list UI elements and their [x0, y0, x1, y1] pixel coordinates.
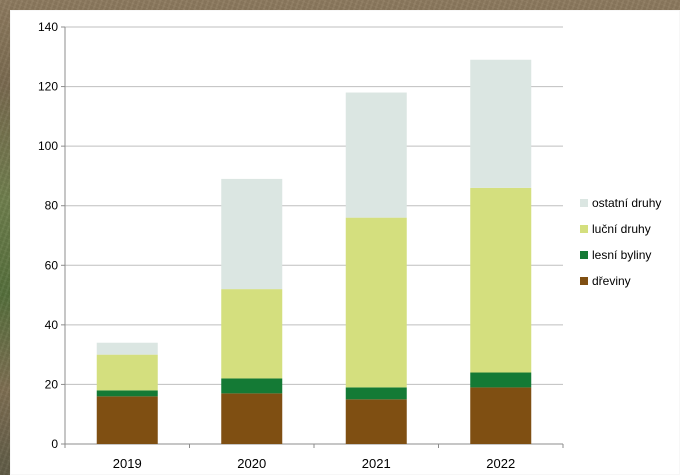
x-tick-label-2022: 2022	[486, 456, 515, 471]
y-tick-label-100: 100	[38, 139, 58, 153]
y-tick-label-120: 120	[38, 80, 58, 94]
bar-2021-lesní byliny	[345, 387, 407, 400]
bar-2022-lesní byliny	[470, 372, 532, 388]
bar-2020-luční druhy	[221, 289, 283, 379]
bar-2019-luční druhy	[96, 354, 158, 391]
bars-layer	[96, 59, 532, 444]
legend-label-ostatní druhy: ostatní druhy	[592, 196, 661, 210]
x-tick-label-2019: 2019	[113, 456, 142, 471]
axis-layer: 0 20 40 60 80 100 120 140 2019 2020 2021 2022	[38, 20, 564, 471]
x-tick-label-2020: 2020	[237, 456, 266, 471]
legend-swatch-ostatní druhy	[580, 199, 588, 207]
y-tick-label-80: 80	[45, 199, 59, 213]
y-tick-label-20: 20	[45, 377, 59, 391]
bar-2020-dřeviny	[221, 393, 283, 444]
chart-panel: 0 20 40 60 80 100 120 140 2019 2020 2021 2022 ostat…	[10, 10, 680, 475]
legend-swatch-luční druhy	[580, 225, 588, 233]
legend-label-dřeviny: dřeviny	[592, 274, 631, 288]
bar-2019-dřeviny	[96, 396, 158, 444]
legend: ostatní druhy luční druhy lesní byliny dřev…	[580, 196, 661, 288]
bar-2022-dřeviny	[470, 387, 532, 444]
legend-swatch-dřeviny	[580, 277, 588, 285]
bar-2021-luční druhy	[345, 217, 407, 388]
bar-2021-ostatní druhy	[345, 92, 407, 218]
bar-2022-luční druhy	[470, 187, 532, 373]
bar-2020-lesní byliny	[221, 378, 283, 394]
bar-2020-ostatní druhy	[221, 178, 283, 290]
legend-label-lesní byliny: lesní byliny	[592, 248, 651, 262]
bar-2022-ostatní druhy	[470, 59, 532, 188]
stacked-bar-chart: 0 20 40 60 80 100 120 140 2019 2020 2021 2022 ostat…	[38, 20, 661, 471]
bar-2019-ostatní druhy	[96, 342, 158, 355]
y-tick-label-140: 140	[38, 20, 58, 34]
legend-label-luční druhy: luční druhy	[592, 222, 651, 236]
x-tick-label-2021: 2021	[362, 456, 391, 471]
bar-2019-lesní byliny	[96, 390, 158, 397]
y-tick-label-0: 0	[51, 437, 58, 451]
legend-swatch-lesní byliny	[580, 251, 588, 259]
y-tick-label-60: 60	[45, 258, 59, 272]
bar-2021-dřeviny	[345, 399, 407, 444]
y-tick-label-40: 40	[45, 318, 59, 332]
